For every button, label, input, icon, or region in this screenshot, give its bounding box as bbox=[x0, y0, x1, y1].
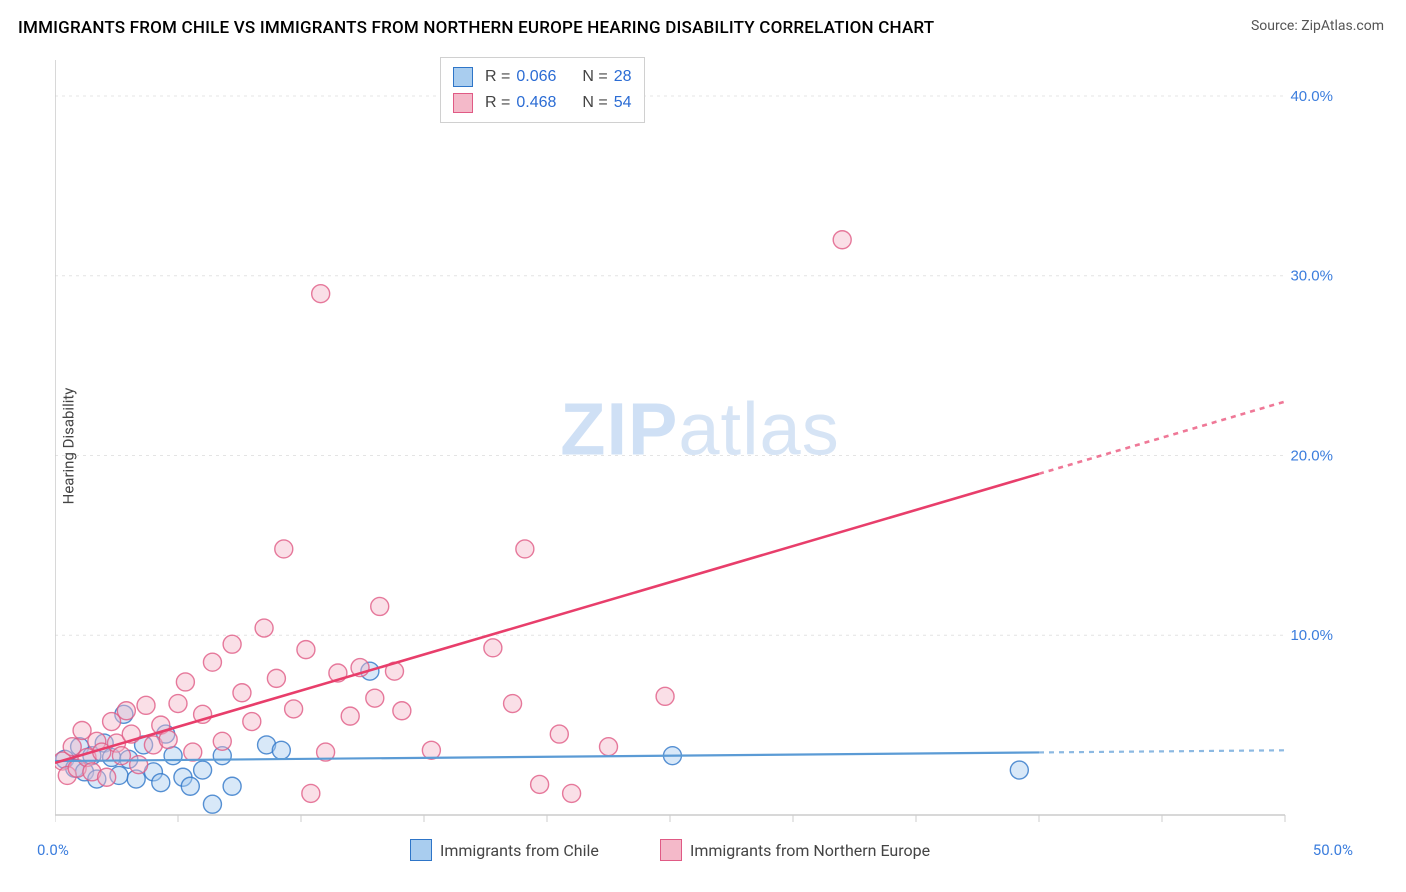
svg-text:10.0%: 10.0% bbox=[1290, 627, 1333, 644]
stats-N-label: N = bbox=[582, 94, 607, 112]
chart-title: IMMIGRANTS FROM CHILE VS IMMIGRANTS FROM… bbox=[18, 18, 934, 38]
svg-text:30.0%: 30.0% bbox=[1290, 268, 1333, 285]
source-attribution: Source: ZipAtlas.com bbox=[1251, 18, 1384, 34]
scatter-plot: 10.0%20.0%30.0%40.0% ZIPatlas R = 0.066N… bbox=[55, 55, 1345, 835]
stats-swatch-neurope bbox=[453, 93, 473, 113]
stats-R-value-neurope: 0.468 bbox=[516, 94, 556, 112]
legend-swatch-chile bbox=[410, 839, 432, 861]
stats-N-value-chile: 28 bbox=[614, 68, 632, 86]
stats-row-neurope: R = 0.468 N = 54 bbox=[453, 90, 632, 116]
stats-R-label: R = bbox=[485, 94, 510, 112]
correlation-stats-box: R = 0.066 N = 28 R = 0.468 N = 54 bbox=[440, 57, 645, 123]
stats-row-chile: R = 0.066 N = 28 bbox=[453, 64, 632, 90]
x-tick-max: 50.0% bbox=[1313, 841, 1353, 859]
svg-text:40.0%: 40.0% bbox=[1290, 88, 1333, 105]
svg-text:20.0%: 20.0% bbox=[1290, 447, 1333, 464]
stats-R-label: R = bbox=[485, 68, 510, 86]
legend-swatch-neurope bbox=[660, 839, 682, 861]
stats-swatch-chile bbox=[453, 67, 473, 87]
stats-N-value-neurope: 54 bbox=[614, 94, 632, 112]
legend-neurope: Immigrants from Northern Europe bbox=[660, 839, 930, 861]
plot-svg: 10.0% 20.0% 30.0% 40.0% bbox=[55, 55, 1345, 835]
legend-chile: Immigrants from Chile bbox=[410, 839, 599, 861]
stats-R-value-chile: 0.066 bbox=[516, 68, 556, 86]
stats-N-label: N = bbox=[582, 68, 607, 86]
legend-label-neurope: Immigrants from Northern Europe bbox=[690, 841, 930, 860]
x-tick-min: 0.0% bbox=[37, 841, 69, 859]
legend-label-chile: Immigrants from Chile bbox=[440, 841, 599, 860]
